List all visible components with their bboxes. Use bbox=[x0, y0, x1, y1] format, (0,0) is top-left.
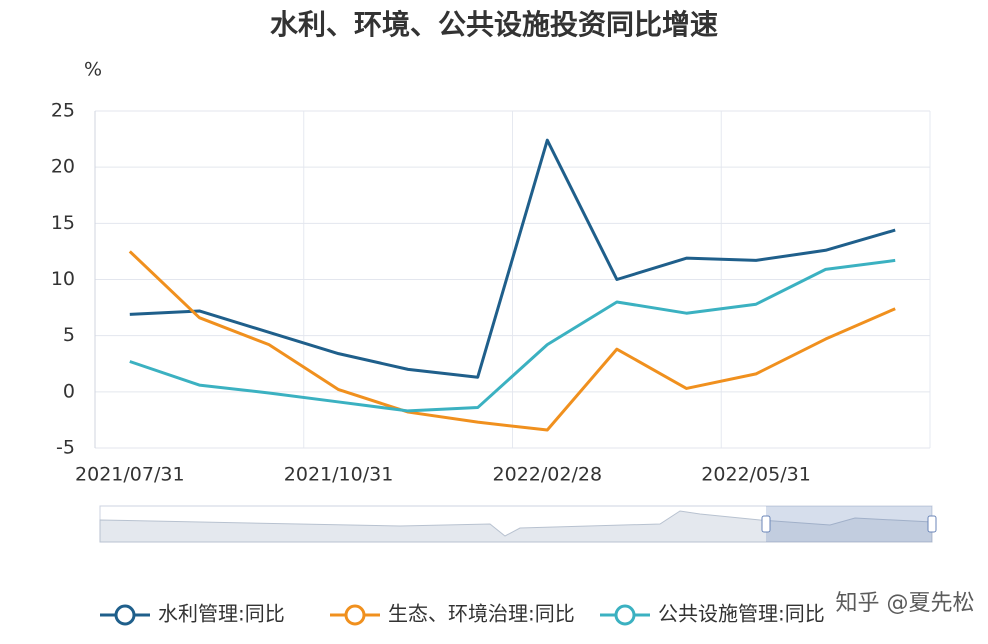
zoom-handle[interactable] bbox=[927, 515, 937, 533]
x-tick-label: 2022/02/28 bbox=[493, 464, 603, 486]
y-tick-label: 10 bbox=[51, 268, 75, 290]
legend-item: 生态、环境治理:同比 bbox=[330, 602, 575, 626]
series-line bbox=[129, 138, 896, 379]
series-line bbox=[129, 258, 896, 413]
legend-symbol bbox=[614, 604, 636, 626]
zoom-preview bbox=[99, 510, 933, 543]
legend-symbol bbox=[344, 604, 366, 626]
legend-label: 公共设施管理:同比 bbox=[658, 602, 825, 626]
legend-label: 水利管理:同比 bbox=[158, 602, 285, 626]
legend-label: 生态、环境治理:同比 bbox=[388, 602, 575, 626]
watermark: 知乎 @夏先松 bbox=[836, 591, 975, 616]
legend-symbol bbox=[114, 604, 136, 626]
legend-item: 公共设施管理:同比 bbox=[600, 602, 825, 626]
legend-item: 水利管理:同比 bbox=[100, 602, 285, 626]
x-tick-label: 2021/07/31 bbox=[75, 464, 185, 486]
chart-title: 水利、环境、公共设施投资同比增速 bbox=[270, 8, 718, 41]
data-zoom[interactable] bbox=[99, 505, 937, 543]
zoom-handle[interactable] bbox=[761, 515, 771, 533]
x-tick-label: 2022/05/31 bbox=[701, 464, 811, 486]
series-line bbox=[128, 250, 896, 432]
y-tick-label: 20 bbox=[51, 156, 75, 178]
y-tick-label: -5 bbox=[56, 437, 75, 459]
y-tick-label: 5 bbox=[63, 324, 75, 346]
y-tick-label: 15 bbox=[51, 212, 75, 234]
y-axis-label: % bbox=[84, 59, 102, 81]
zoom-window[interactable] bbox=[766, 506, 932, 542]
y-tick-label: 25 bbox=[51, 100, 75, 122]
y-tick-label: 0 bbox=[63, 380, 75, 402]
x-tick-label: 2021/10/31 bbox=[284, 464, 394, 486]
